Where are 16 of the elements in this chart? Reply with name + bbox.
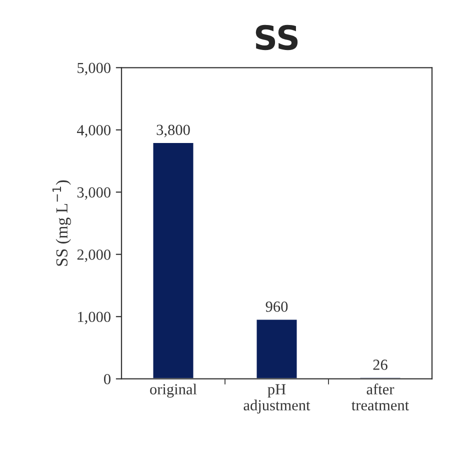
y-tick-label: 0 [104, 374, 110, 384]
y-tick-label: 2,000 [77, 250, 110, 262]
y-tick-label: 3,000 [77, 187, 110, 200]
bar [255, 318, 298, 379]
chart-title: SS [256, 24, 298, 50]
x-tick-label: after treatment [352, 384, 410, 410]
data-label: 3,800 [156, 124, 190, 138]
y-tick-label: 1,000 [78, 312, 110, 324]
y-axis-title: SS (mg L$^{−1}$) [52, 180, 71, 266]
x-tick-label: pH adjustment [244, 384, 310, 414]
data-label: 26 [373, 360, 388, 370]
y-tick-label: 4,000 [77, 125, 110, 138]
bar [152, 142, 195, 379]
data-label: 960 [266, 302, 288, 312]
y-tick-label: 5,000 [78, 62, 110, 76]
x-tick-label: original [150, 384, 197, 398]
